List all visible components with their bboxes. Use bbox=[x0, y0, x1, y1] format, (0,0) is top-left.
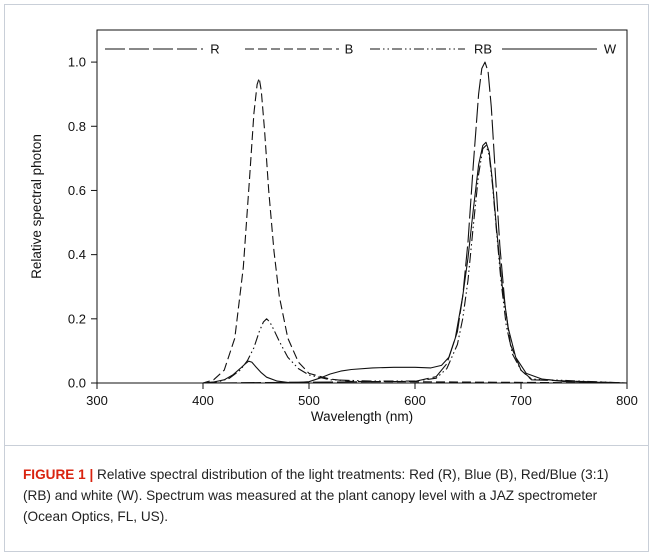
y-tick-label: 0.2 bbox=[68, 311, 86, 326]
series-line-b bbox=[97, 77, 628, 384]
caption-text: Relative spectral distribution of the li… bbox=[23, 467, 609, 524]
x-tick-label: 500 bbox=[298, 393, 320, 408]
figure-label: FIGURE 1 | bbox=[23, 467, 94, 482]
y-axis-label: Relative spectral photon bbox=[29, 134, 44, 279]
x-axis-label: Wavelength (nm) bbox=[311, 409, 413, 424]
caption-divider bbox=[5, 445, 648, 446]
x-tick-label: 600 bbox=[404, 393, 426, 408]
y-tick-label: 1.0 bbox=[68, 55, 86, 70]
legend-label-rb: RB bbox=[474, 42, 492, 57]
y-tick-label: 0.8 bbox=[68, 119, 86, 134]
x-tick-label: 700 bbox=[510, 393, 532, 408]
x-tick-label: 400 bbox=[192, 393, 214, 408]
y-tick-label: 0.0 bbox=[68, 376, 86, 391]
y-tick-label: 0.4 bbox=[68, 247, 86, 262]
figure-panel: 300 400 500 600 700 800 0.0 0.2 0.4 0.6 0.8 1.0 Wave… bbox=[4, 4, 649, 552]
legend-label-r: R bbox=[210, 42, 219, 57]
x-tick-label: 800 bbox=[616, 393, 638, 408]
spectral-chart: 300 400 500 600 700 800 0.0 0.2 0.4 0.6 0.8 1.0 Wave… bbox=[29, 29, 638, 424]
legend-label-w: W bbox=[604, 42, 617, 57]
plot-frame bbox=[96, 29, 628, 384]
figure-caption: FIGURE 1 | Relative spectral distributio… bbox=[23, 464, 635, 527]
series-line-w bbox=[97, 141, 628, 384]
legend-label-b: B bbox=[345, 42, 354, 57]
y-tick-label: 0.6 bbox=[68, 183, 86, 198]
series-line-r bbox=[97, 61, 628, 384]
series-line-rb bbox=[97, 144, 628, 384]
x-tick-label: 300 bbox=[86, 393, 108, 408]
